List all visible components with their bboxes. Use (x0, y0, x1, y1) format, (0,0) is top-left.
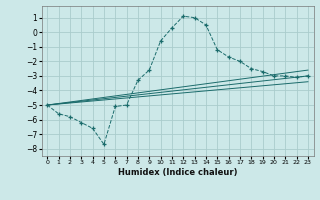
X-axis label: Humidex (Indice chaleur): Humidex (Indice chaleur) (118, 168, 237, 177)
